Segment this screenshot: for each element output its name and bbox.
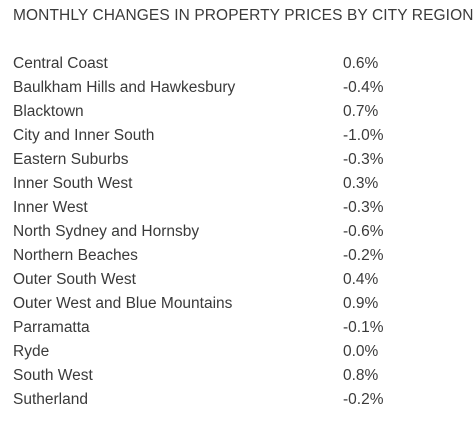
- table-row: North Sydney and Hornsby -0.6%: [13, 220, 463, 244]
- table-row: Inner South West 0.3%: [13, 172, 463, 196]
- table-row: Sutherland -0.2%: [13, 388, 463, 412]
- region-name: City and Inner South: [13, 127, 155, 144]
- table-row: Outer West and Blue Mountains 0.9%: [13, 292, 463, 316]
- table-row: City and Inner South -1.0%: [13, 124, 463, 148]
- region-name: Sutherland: [13, 391, 88, 408]
- region-name: Central Coast: [13, 55, 108, 72]
- price-change-value: 0.9%: [343, 295, 379, 312]
- price-change-value: -0.6%: [343, 223, 384, 240]
- region-name: Eastern Suburbs: [13, 151, 129, 168]
- table-row: Northern Beaches -0.2%: [13, 244, 463, 268]
- region-name: Outer West and Blue Mountains: [13, 295, 233, 312]
- region-name: Ryde: [13, 343, 50, 360]
- table-row: South West 0.8%: [13, 364, 463, 388]
- price-change-value: 0.6%: [343, 55, 379, 72]
- price-change-value: -0.2%: [343, 247, 384, 264]
- price-change-table: Central Coast 0.6% Baulkham Hills and Hawk…: [13, 52, 463, 412]
- price-change-value: 0.4%: [343, 271, 379, 288]
- region-name: Inner West: [13, 199, 88, 216]
- region-name: Blacktown: [13, 103, 84, 120]
- chart-title: MONTHLY CHANGES IN PROPERTY PRICES BY CI…: [13, 7, 474, 24]
- table-row: Parramatta -0.1%: [13, 316, 463, 340]
- price-change-value: 0.0%: [343, 343, 379, 360]
- table-row: Eastern Suburbs -0.3%: [13, 148, 463, 172]
- region-name: North Sydney and Hornsby: [13, 223, 200, 240]
- price-change-value: -0.3%: [343, 151, 384, 168]
- price-change-value: 0.7%: [343, 103, 379, 120]
- table-row: Ryde 0.0%: [13, 340, 463, 364]
- price-change-value: -1.0%: [343, 127, 384, 144]
- price-change-value: -0.2%: [343, 391, 384, 408]
- region-name: Parramatta: [13, 319, 90, 336]
- table-row: Central Coast 0.6%: [13, 52, 463, 76]
- region-name: Outer South West: [13, 271, 136, 288]
- table-row: Outer South West 0.4%: [13, 268, 463, 292]
- price-change-value: 0.3%: [343, 175, 379, 192]
- price-change-value: -0.3%: [343, 199, 384, 216]
- region-name: Inner South West: [13, 175, 133, 192]
- price-change-value: -0.4%: [343, 79, 384, 96]
- table-row: Baulkham Hills and Hawkesbury -0.4%: [13, 76, 463, 100]
- table-row: Inner West -0.3%: [13, 196, 463, 220]
- region-name: South West: [13, 367, 93, 384]
- price-change-value: 0.8%: [343, 367, 379, 384]
- region-name: Northern Beaches: [13, 247, 138, 264]
- table-row: Blacktown 0.7%: [13, 100, 463, 124]
- price-change-value: -0.1%: [343, 319, 384, 336]
- region-name: Baulkham Hills and Hawkesbury: [13, 79, 236, 96]
